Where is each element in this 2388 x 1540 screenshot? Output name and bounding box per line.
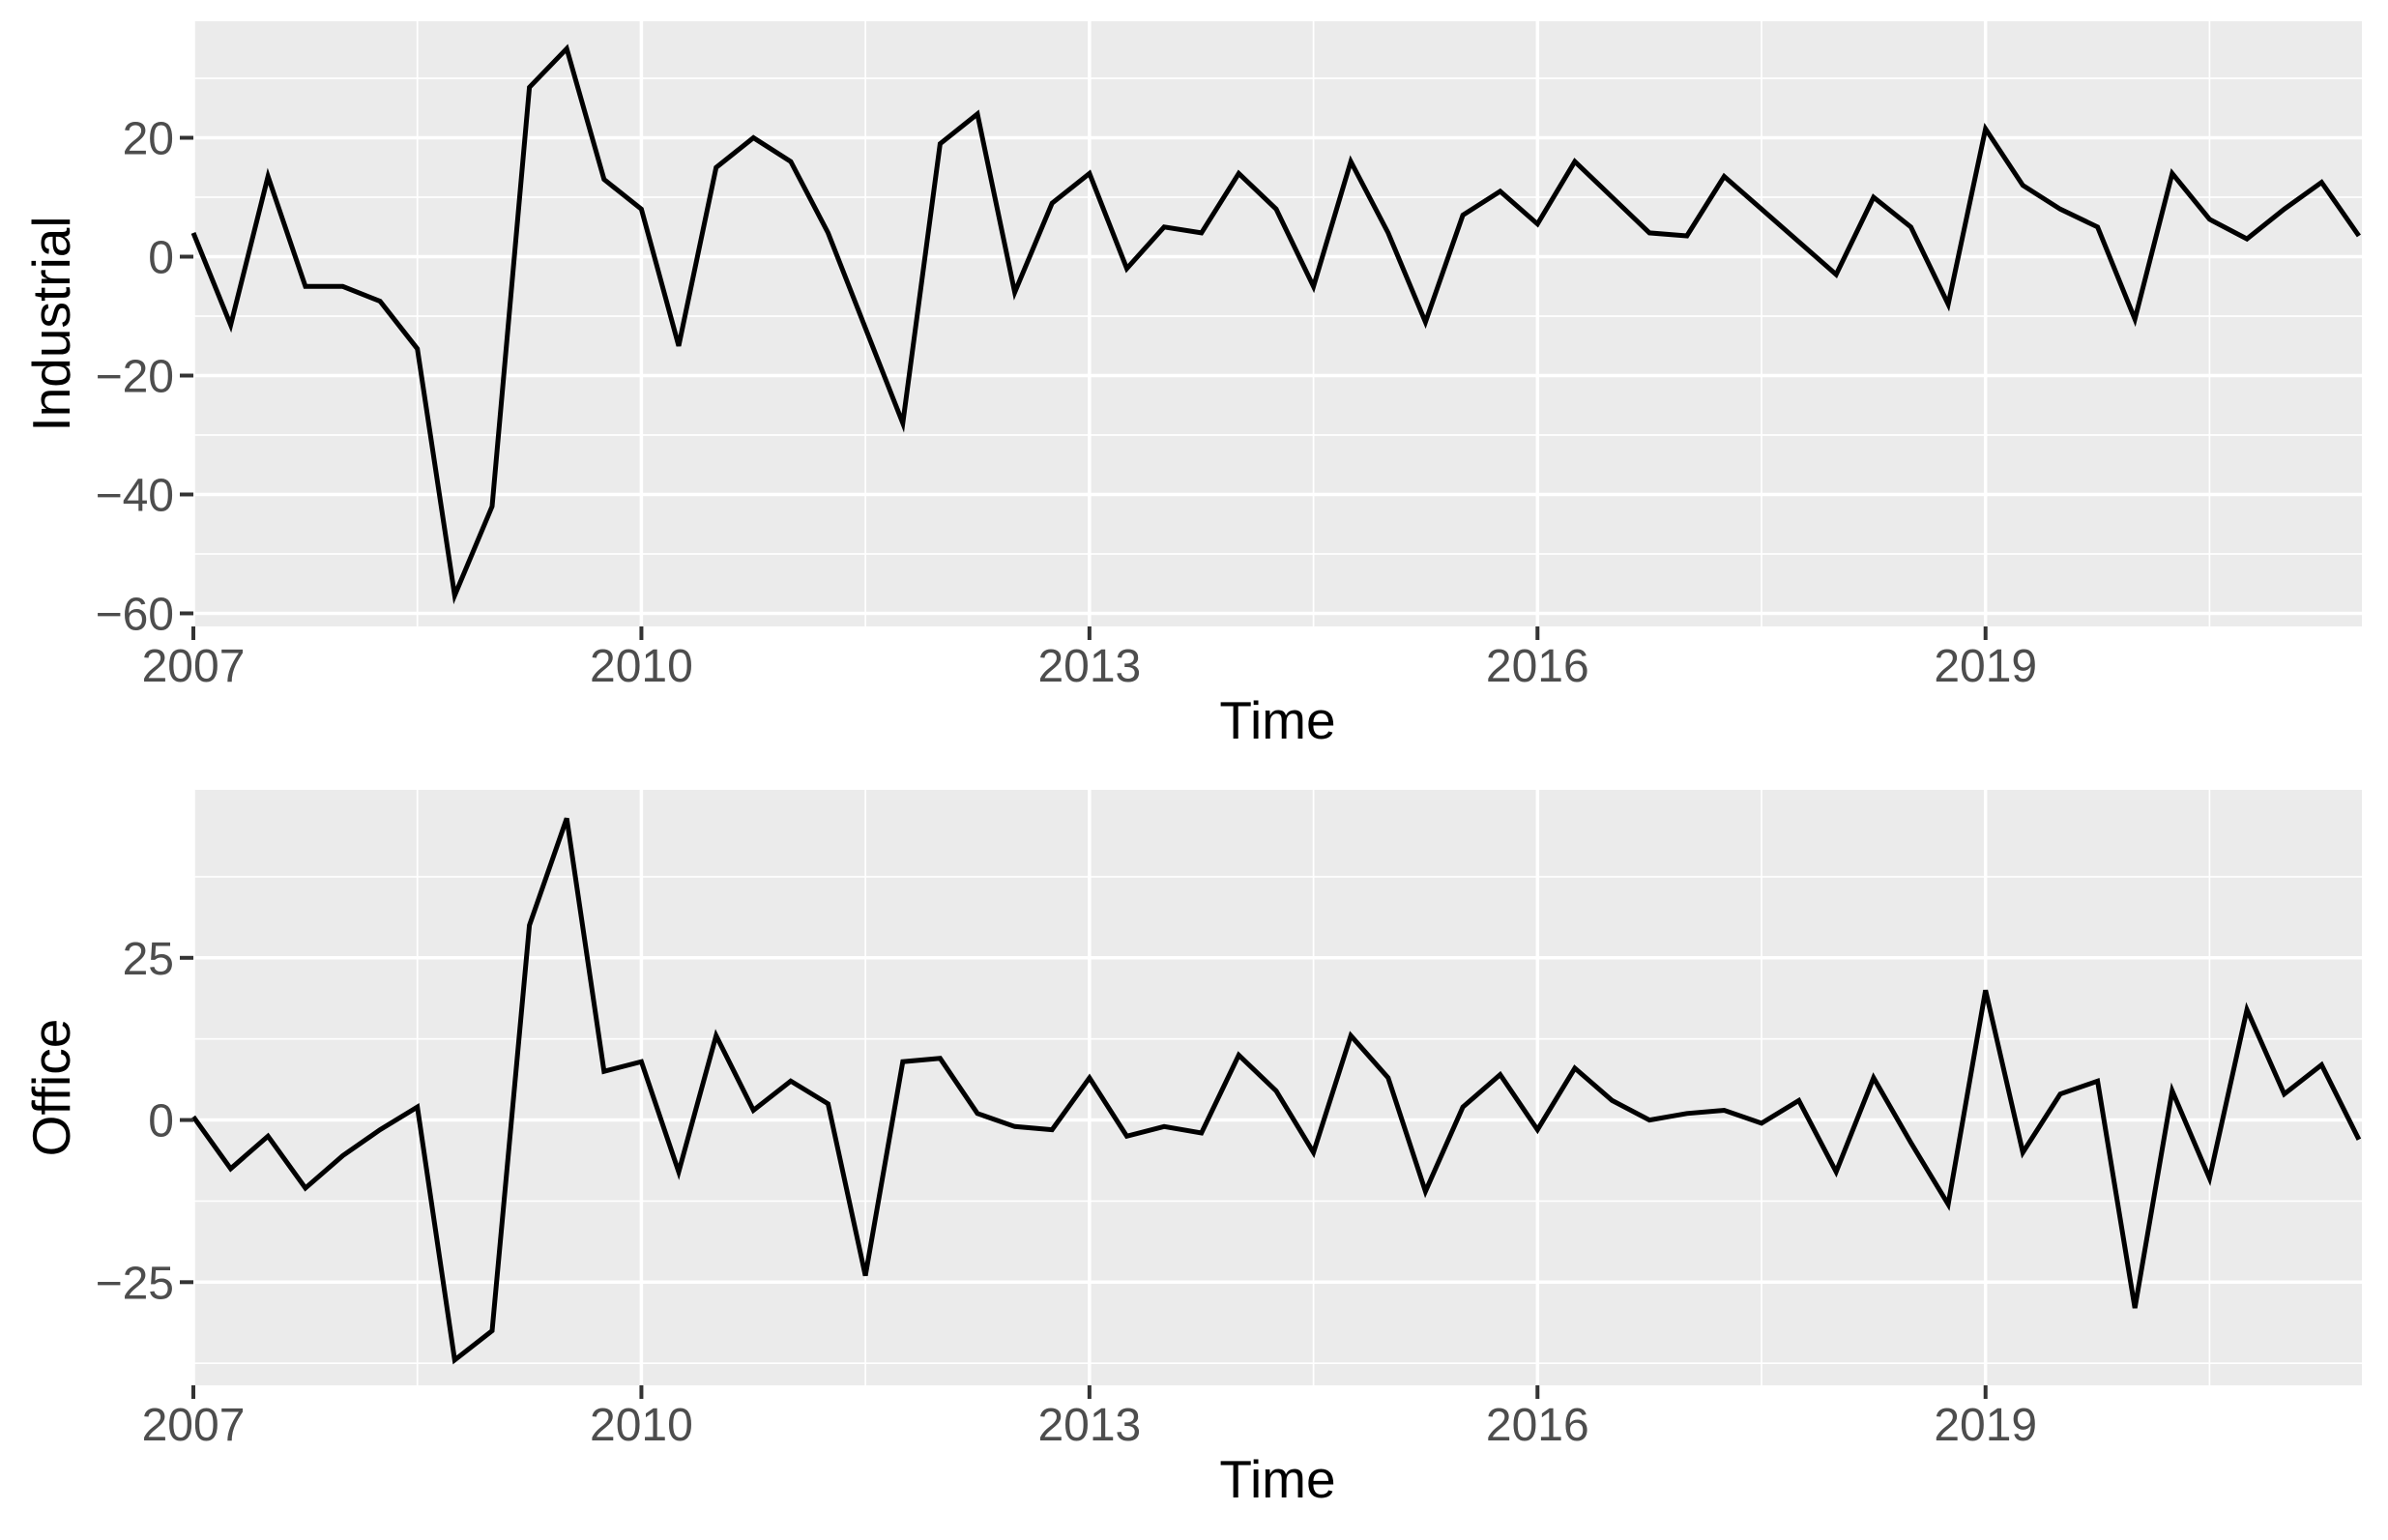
y-tick-label: 0 (148, 1096, 174, 1148)
y-axis-title-office: Office (21, 1019, 81, 1157)
panel-background-industrial (193, 21, 2362, 626)
x-axis-title-time: Time (1219, 690, 1335, 750)
y-tick-label: 20 (123, 114, 174, 165)
x-axis-title-time: Time (1219, 1449, 1335, 1509)
x-tick-label: 2007 (142, 641, 246, 692)
y-tick-label: −40 (96, 470, 174, 521)
y-tick-label: 25 (123, 934, 174, 985)
x-tick-label: 2016 (1486, 1400, 1589, 1451)
y-axis-title-industrial: Industrial (21, 216, 81, 431)
y-tick-label: 0 (148, 233, 174, 284)
panel-background-office (193, 790, 2362, 1385)
x-tick-label: 2019 (1934, 641, 2037, 692)
x-tick-label: 2010 (590, 1400, 693, 1451)
series-line-office (190, 817, 2362, 1365)
x-tick-label: 2007 (142, 1400, 246, 1451)
y-tick-label: −60 (96, 589, 174, 640)
x-tick-label: 2019 (1934, 1400, 2037, 1451)
y-tick-label: −25 (96, 1258, 174, 1309)
x-tick-label: 2016 (1486, 641, 1589, 692)
y-tick-label: −20 (96, 351, 174, 402)
x-tick-label: 2013 (1037, 641, 1141, 692)
x-tick-label: 2013 (1037, 1400, 1141, 1451)
series-line-industrial (190, 44, 2361, 605)
x-tick-label: 2010 (590, 641, 693, 692)
